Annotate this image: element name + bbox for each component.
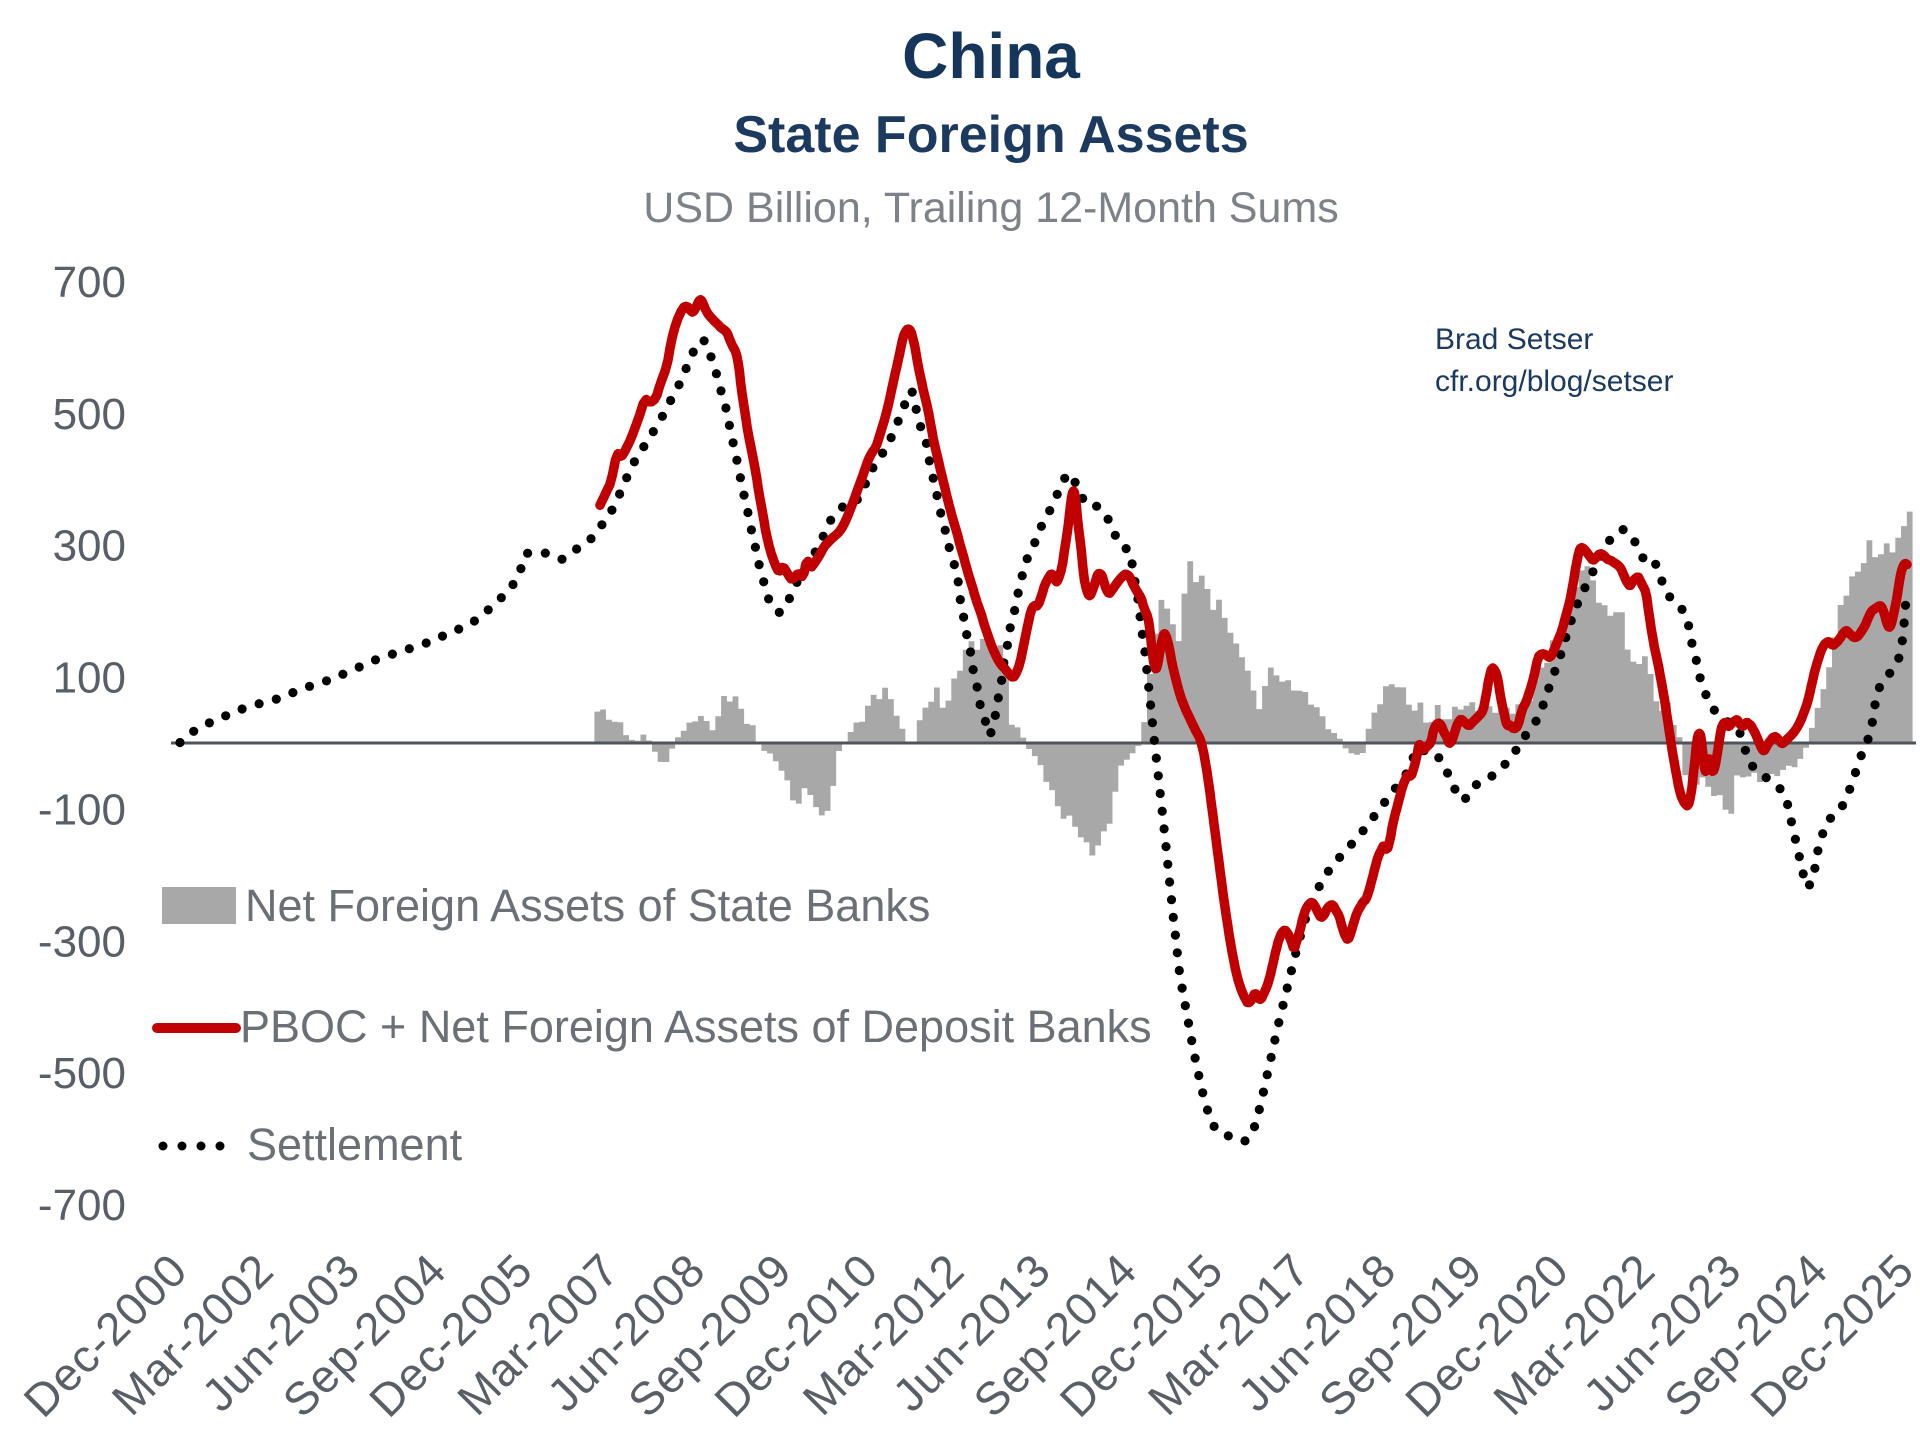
svg-text:China: China: [902, 20, 1080, 92]
svg-text:cfr.org/blog/setser: cfr.org/blog/setser: [1435, 365, 1673, 398]
svg-text:-300: -300: [38, 917, 126, 966]
svg-text:-700: -700: [38, 1181, 126, 1230]
svg-text:700: 700: [53, 258, 126, 307]
svg-text:Brad Setser: Brad Setser: [1435, 323, 1593, 356]
svg-text:-100: -100: [38, 785, 126, 834]
svg-text:Settlement: Settlement: [247, 1119, 463, 1170]
svg-text:State Foreign Assets: State Foreign Assets: [733, 106, 1248, 164]
svg-text:USD Billion, Trailing 12-Month: USD Billion, Trailing 12-Month Sums: [643, 184, 1338, 232]
svg-text:PBOC + Net Foreign Assets of D: PBOC + Net Foreign Assets of Deposit Ban…: [240, 1001, 1152, 1052]
svg-text:Net Foreign Assets of State Ba: Net Foreign Assets of State Banks: [245, 880, 930, 931]
svg-text:500: 500: [53, 390, 126, 439]
svg-text:300: 300: [53, 522, 126, 571]
svg-text:-500: -500: [38, 1049, 126, 1098]
svg-text:100: 100: [53, 654, 126, 703]
